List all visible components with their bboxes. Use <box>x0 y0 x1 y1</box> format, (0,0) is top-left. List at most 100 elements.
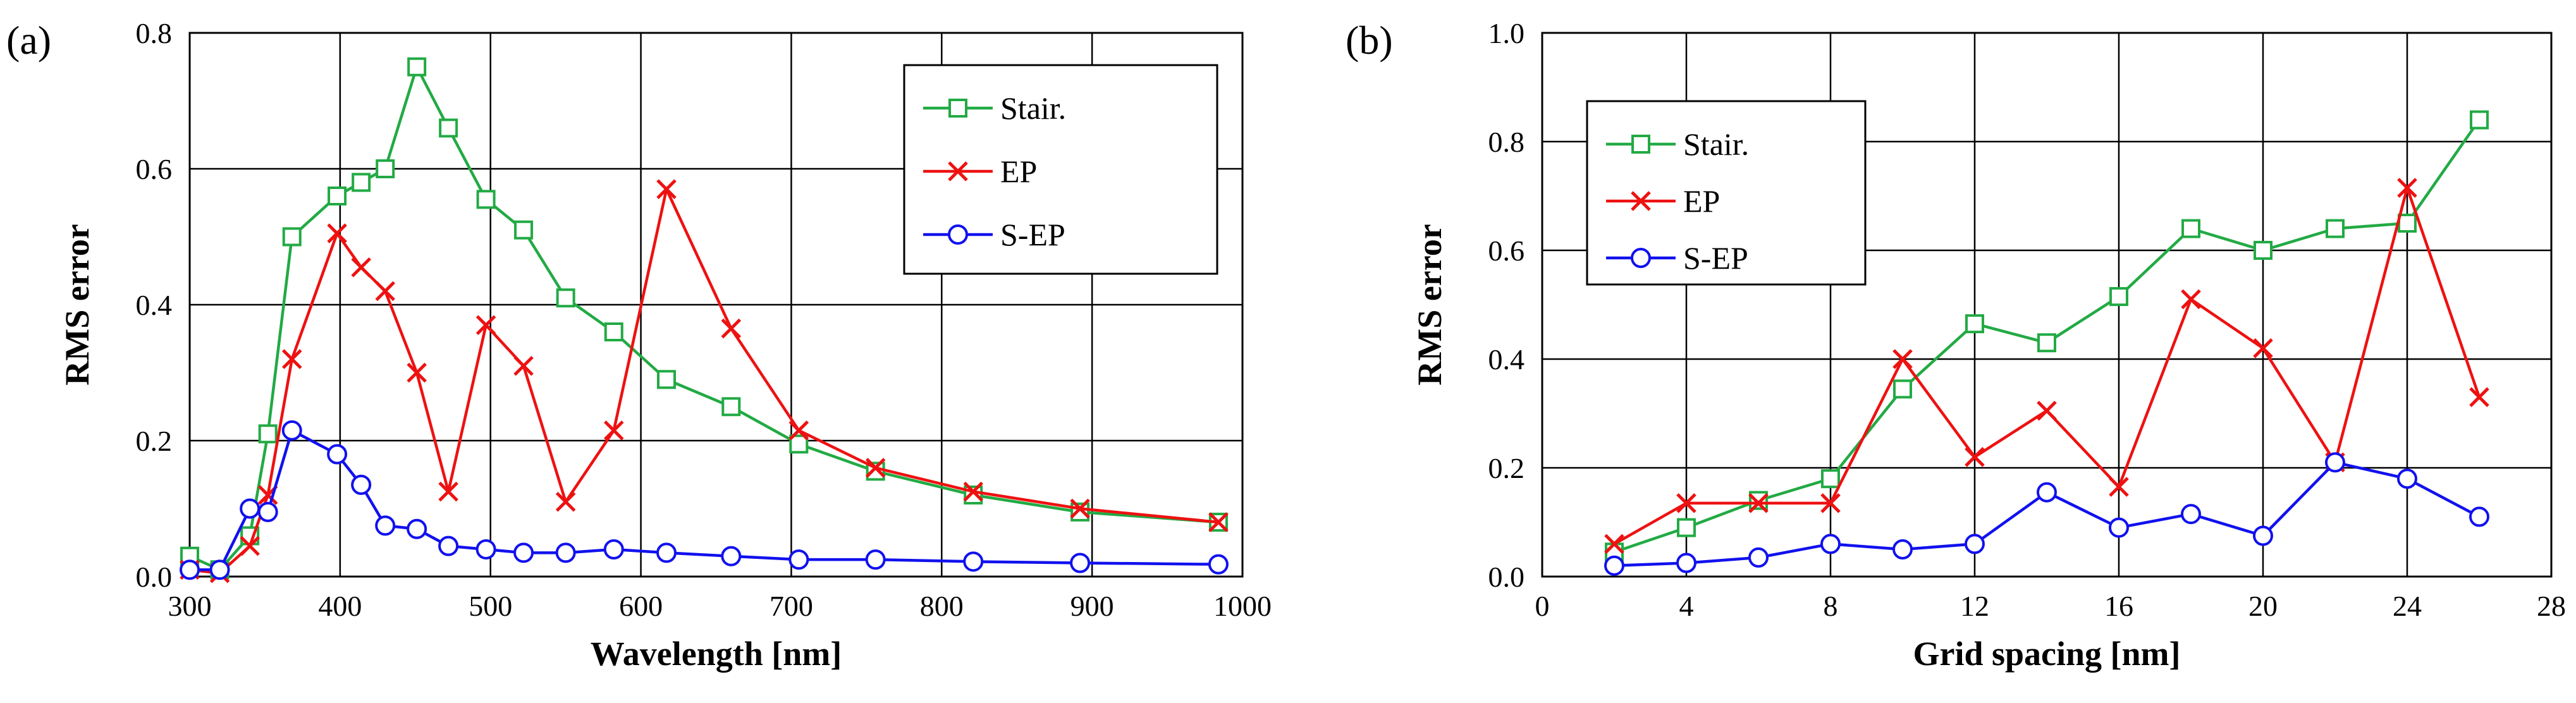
data-point <box>438 535 459 556</box>
data-point <box>281 420 302 441</box>
data-point <box>556 288 575 308</box>
data-point <box>2254 241 2272 260</box>
data-point <box>2181 504 2201 525</box>
x-tick-label: 4 <box>1679 590 1694 622</box>
x-tick-label: 600 <box>619 590 663 622</box>
data-point <box>1965 314 1984 334</box>
data-point <box>281 349 302 369</box>
y-tick-label: 0.2 <box>136 425 173 457</box>
x-tick-label: 24 <box>2393 590 2422 622</box>
y-tick-label: 0.0 <box>1488 561 1525 593</box>
data-point <box>657 370 677 389</box>
data-point <box>257 501 278 522</box>
data-point <box>351 257 371 278</box>
data-point <box>407 57 427 76</box>
data-point <box>2397 178 2417 198</box>
data-point <box>375 281 395 302</box>
data-point <box>513 542 534 563</box>
data-point <box>2109 477 2129 497</box>
x-tick-label: 700 <box>770 590 813 622</box>
data-point <box>2470 110 2489 130</box>
data-point <box>407 362 427 383</box>
data-point <box>2253 338 2273 358</box>
data-point <box>1820 493 1841 513</box>
data-point <box>1749 491 1768 510</box>
data-point <box>2181 219 2200 238</box>
data-point <box>1893 379 1912 399</box>
data-point <box>2181 289 2201 310</box>
data-point <box>1748 493 1769 513</box>
y-tick-label: 1.0 <box>1488 17 1525 49</box>
data-point <box>2398 214 2417 233</box>
data-point <box>2469 387 2489 407</box>
x-tick-label: 8 <box>1824 590 1838 622</box>
data-point <box>2037 400 2057 421</box>
plot-area <box>188 32 1244 578</box>
data-point <box>258 424 278 444</box>
data-point <box>865 549 886 570</box>
series-ep <box>180 179 1229 584</box>
data-point <box>327 444 348 465</box>
data-point <box>2253 525 2273 546</box>
data-point <box>1892 349 1913 369</box>
data-point <box>721 397 741 417</box>
legend-label: Stair. <box>1000 90 1066 126</box>
plot-area <box>1541 32 2553 578</box>
data-point <box>476 190 496 209</box>
y-axis-label: RMS error <box>58 224 96 385</box>
data-point <box>240 535 260 556</box>
data-point <box>2037 482 2057 503</box>
x-tick-label: 1000 <box>1213 590 1272 622</box>
data-point <box>555 542 576 563</box>
data-point <box>2109 517 2129 538</box>
x-tick-label: 300 <box>168 590 212 622</box>
data-point <box>351 474 372 495</box>
legend-marker <box>1631 191 1651 211</box>
x-tick-label: 20 <box>2248 590 2278 622</box>
data-point <box>2469 506 2489 527</box>
series-line <box>1614 461 2481 568</box>
legend-label: EP <box>1683 183 1720 219</box>
data-point <box>375 515 396 536</box>
data-point <box>1676 493 1696 513</box>
data-point <box>376 159 395 178</box>
x-tick-label: 0 <box>1535 590 1550 622</box>
data-point <box>865 458 886 478</box>
data-point <box>721 318 742 339</box>
data-point <box>555 491 576 512</box>
data-point <box>604 322 623 341</box>
y-tick-label: 0.8 <box>136 17 173 49</box>
data-point <box>1748 547 1769 568</box>
data-point <box>656 179 677 200</box>
x-axis-label: Wavelength [nm] <box>591 635 842 673</box>
y-tick-label: 0.6 <box>1488 235 1525 267</box>
data-point <box>1965 534 1985 554</box>
data-point <box>2397 468 2417 489</box>
data-point <box>963 481 984 502</box>
data-point <box>2037 333 2056 353</box>
data-point <box>656 542 677 563</box>
y-tick-label: 0.4 <box>136 289 173 321</box>
x-tick-label: 12 <box>1960 590 1989 622</box>
data-point <box>1208 554 1229 575</box>
data-point <box>513 355 534 376</box>
data-point <box>327 223 347 243</box>
data-point <box>1070 553 1091 573</box>
legend: Stair. EP S-EP <box>903 64 1218 275</box>
y-tick-label: 0.0 <box>136 561 173 593</box>
data-point <box>788 549 809 570</box>
data-point <box>2109 287 2128 307</box>
data-point <box>1604 555 1624 576</box>
data-point <box>1604 534 1624 554</box>
series-s-ep <box>180 420 1229 580</box>
x-tick-label: 400 <box>318 590 362 622</box>
data-point <box>788 420 809 441</box>
legend-label: S-EP <box>1683 240 1748 276</box>
data-point <box>475 315 496 336</box>
data-point <box>1965 447 1985 467</box>
legend-label: S-EP <box>1000 217 1065 252</box>
legend-marker <box>948 224 968 245</box>
legend-marker <box>1631 135 1650 154</box>
legend-marker <box>1631 248 1651 268</box>
